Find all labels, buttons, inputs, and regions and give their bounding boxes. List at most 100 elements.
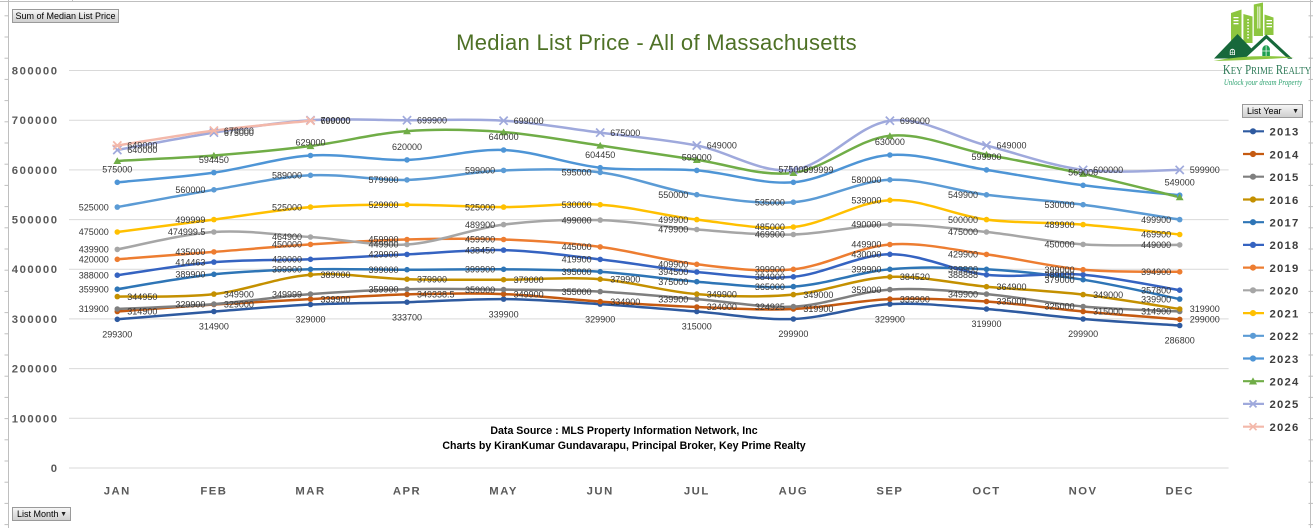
- svg-text:2014: 2014: [1270, 149, 1300, 161]
- svg-text:419900: 419900: [562, 255, 592, 265]
- svg-text:319900: 319900: [1190, 304, 1220, 314]
- svg-text:FEB: FEB: [200, 486, 227, 498]
- svg-text:535000: 535000: [755, 197, 785, 207]
- svg-text:349900: 349900: [948, 289, 978, 299]
- svg-text:438450: 438450: [465, 245, 495, 255]
- svg-text:464900: 464900: [272, 232, 302, 242]
- svg-text:475000: 475000: [79, 227, 109, 237]
- svg-text:NOV: NOV: [1069, 486, 1098, 498]
- svg-text:388000: 388000: [79, 270, 109, 280]
- svg-text:580000: 580000: [851, 175, 881, 185]
- svg-text:339900: 339900: [489, 309, 519, 319]
- svg-text:MAR: MAR: [295, 486, 325, 498]
- svg-text:449900: 449900: [368, 240, 398, 250]
- svg-text:359000: 359000: [851, 285, 881, 295]
- svg-text:489900: 489900: [1045, 220, 1075, 230]
- svg-text:630000: 630000: [875, 137, 905, 147]
- svg-text:2019: 2019: [1270, 263, 1300, 275]
- svg-text:2017: 2017: [1270, 218, 1300, 230]
- svg-text:359000: 359000: [465, 285, 495, 295]
- svg-text:OCT: OCT: [972, 486, 1000, 498]
- svg-text:539000: 539000: [851, 195, 881, 205]
- svg-text:525000: 525000: [79, 202, 109, 212]
- svg-text:649000: 649000: [997, 141, 1027, 151]
- svg-text:JUN: JUN: [587, 486, 614, 498]
- svg-text:349900: 349900: [224, 289, 254, 299]
- svg-text:389000: 389000: [321, 270, 351, 280]
- svg-text:485000: 485000: [755, 222, 785, 232]
- svg-text:2018: 2018: [1270, 240, 1300, 252]
- svg-text:499000: 499000: [562, 215, 592, 225]
- svg-text:550000: 550000: [658, 190, 688, 200]
- svg-text:399900: 399900: [465, 265, 495, 275]
- svg-text:349338.5: 349338.5: [417, 290, 455, 300]
- svg-text:640000: 640000: [127, 145, 157, 155]
- svg-text:529900: 529900: [368, 200, 398, 210]
- svg-text:629000: 629000: [295, 138, 325, 148]
- svg-text:430000: 430000: [851, 250, 881, 260]
- svg-text:399900: 399900: [948, 265, 978, 275]
- svg-text:329900: 329900: [585, 314, 615, 324]
- svg-text:JUL: JUL: [684, 486, 710, 498]
- svg-text:325000: 325000: [1045, 302, 1075, 312]
- svg-text:2024: 2024: [1270, 377, 1300, 389]
- svg-text:599999: 599999: [803, 165, 833, 175]
- svg-text:384900: 384900: [755, 272, 785, 282]
- svg-text:394500: 394500: [658, 267, 688, 277]
- svg-text:459900: 459900: [465, 235, 495, 245]
- svg-text:549000: 549000: [1165, 177, 1195, 187]
- svg-text:589000: 589000: [272, 171, 302, 181]
- svg-text:489900: 489900: [465, 220, 495, 230]
- svg-text:2020: 2020: [1270, 286, 1300, 298]
- svg-text:349900: 349900: [707, 289, 737, 299]
- svg-text:420000: 420000: [272, 255, 302, 265]
- svg-text:315000: 315000: [1093, 307, 1123, 317]
- svg-text:375000: 375000: [658, 277, 688, 287]
- svg-text:409900: 409900: [658, 260, 688, 270]
- svg-text:560000: 560000: [175, 185, 205, 195]
- svg-text:359900: 359900: [368, 284, 398, 294]
- svg-text:300000: 300000: [12, 314, 59, 326]
- svg-text:399000: 399000: [368, 265, 398, 275]
- svg-text:700000: 700000: [321, 115, 351, 125]
- svg-text:394900: 394900: [1141, 267, 1171, 277]
- svg-text:379900: 379900: [417, 274, 447, 284]
- svg-text:599900: 599900: [1190, 165, 1220, 175]
- svg-text:319900: 319900: [971, 319, 1001, 329]
- svg-text:525000: 525000: [465, 202, 495, 212]
- svg-text:600000: 600000: [12, 165, 59, 177]
- svg-text:329000: 329000: [224, 300, 254, 310]
- svg-text:675000: 675000: [610, 128, 640, 138]
- svg-text:449900: 449900: [851, 240, 881, 250]
- svg-text:399900: 399900: [755, 265, 785, 275]
- svg-text:800000: 800000: [12, 66, 59, 78]
- svg-text:450000: 450000: [1045, 240, 1075, 250]
- svg-text:530000: 530000: [1045, 200, 1075, 210]
- svg-text:599000: 599000: [465, 166, 495, 176]
- svg-text:335000: 335000: [997, 297, 1027, 307]
- svg-text:315000: 315000: [682, 322, 712, 332]
- svg-text:2026: 2026: [1270, 422, 1300, 434]
- svg-text:530000: 530000: [562, 200, 592, 210]
- svg-text:2015: 2015: [1270, 172, 1300, 184]
- svg-text:349000: 349000: [803, 290, 833, 300]
- svg-text:365000: 365000: [755, 282, 785, 292]
- svg-text:700000: 700000: [12, 115, 59, 127]
- svg-text:334900: 334900: [610, 297, 640, 307]
- svg-text:699900: 699900: [417, 115, 447, 125]
- svg-text:339900: 339900: [900, 294, 930, 304]
- svg-text:319900: 319900: [803, 304, 833, 314]
- svg-text:286800: 286800: [1165, 336, 1195, 346]
- svg-text:395000: 395000: [562, 267, 592, 277]
- svg-text:569000: 569000: [1068, 168, 1098, 178]
- svg-text:420000: 420000: [79, 255, 109, 265]
- svg-text:379000: 379000: [1045, 275, 1075, 285]
- svg-text:490000: 490000: [851, 220, 881, 230]
- svg-text:699000: 699000: [321, 116, 351, 126]
- svg-text:389900: 389900: [175, 270, 205, 280]
- svg-text:500000: 500000: [948, 215, 978, 225]
- svg-text:2021: 2021: [1270, 308, 1300, 320]
- svg-text:575000: 575000: [778, 165, 808, 175]
- svg-text:600000: 600000: [1093, 165, 1123, 175]
- svg-text:JAN: JAN: [104, 486, 131, 498]
